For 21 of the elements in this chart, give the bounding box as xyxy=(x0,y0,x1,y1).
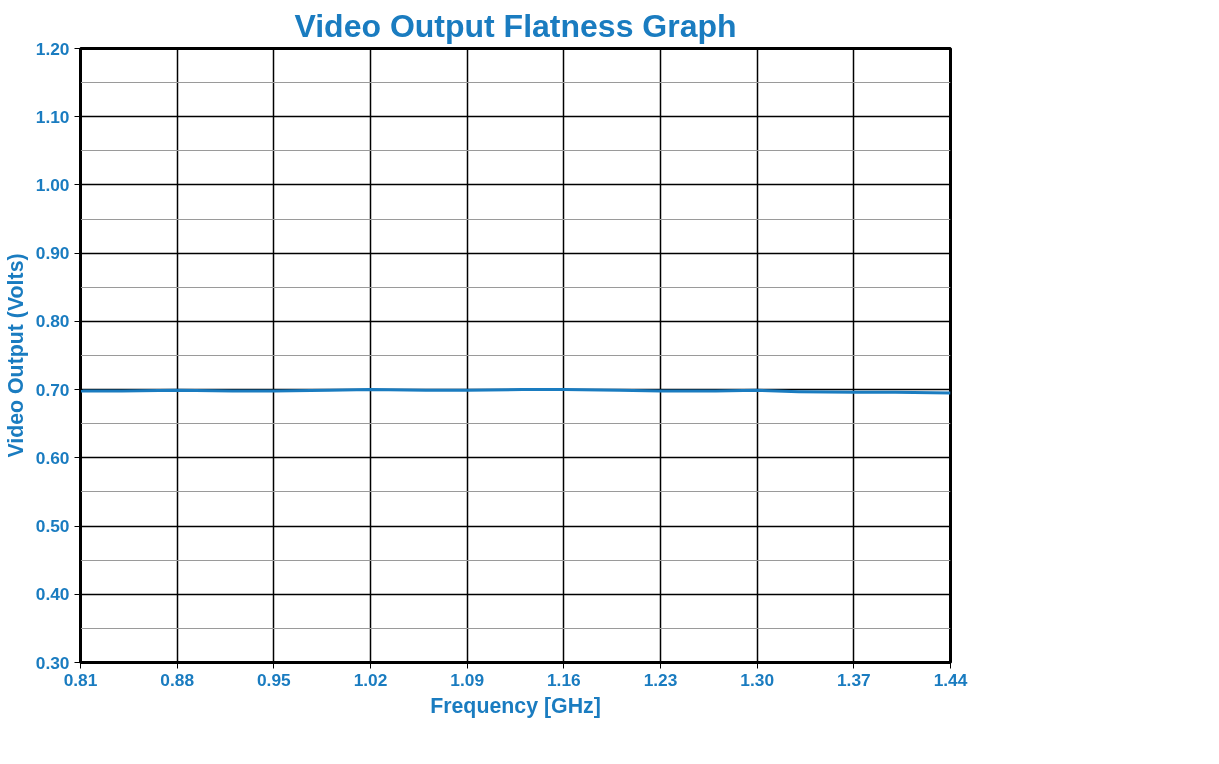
x-tick-label: 1.37 xyxy=(836,669,871,690)
y-tick-label: 0.60 xyxy=(35,447,70,468)
y-tick-label: 1.00 xyxy=(35,174,70,195)
x-tick-label: 1.02 xyxy=(353,669,388,690)
x-tick-label: 1.23 xyxy=(643,669,678,690)
x-tick-label: 0.88 xyxy=(160,669,195,690)
y-tick-label: 0.50 xyxy=(35,516,70,537)
y-tick-label: 0.90 xyxy=(35,243,70,264)
x-tick-label: 1.30 xyxy=(740,669,775,690)
y-tick-label: 1.20 xyxy=(35,38,70,59)
y-tick-label: 0.80 xyxy=(35,311,70,332)
chart-title: Video Output Flatness Graph xyxy=(294,7,737,44)
y-tick-label: 1.10 xyxy=(35,106,70,127)
y-axis-title: Video Output (Volts) xyxy=(3,253,28,458)
x-axis-title: Frequency [GHz] xyxy=(430,693,601,718)
x-tick-label: 0.95 xyxy=(256,669,292,690)
x-tick-label: 1.44 xyxy=(933,669,968,690)
y-tick-label: 0.40 xyxy=(35,584,70,605)
y-tick-label: 0.70 xyxy=(35,379,70,400)
x-tick-label: 1.16 xyxy=(546,669,582,690)
x-tick-label: 1.09 xyxy=(450,669,485,690)
